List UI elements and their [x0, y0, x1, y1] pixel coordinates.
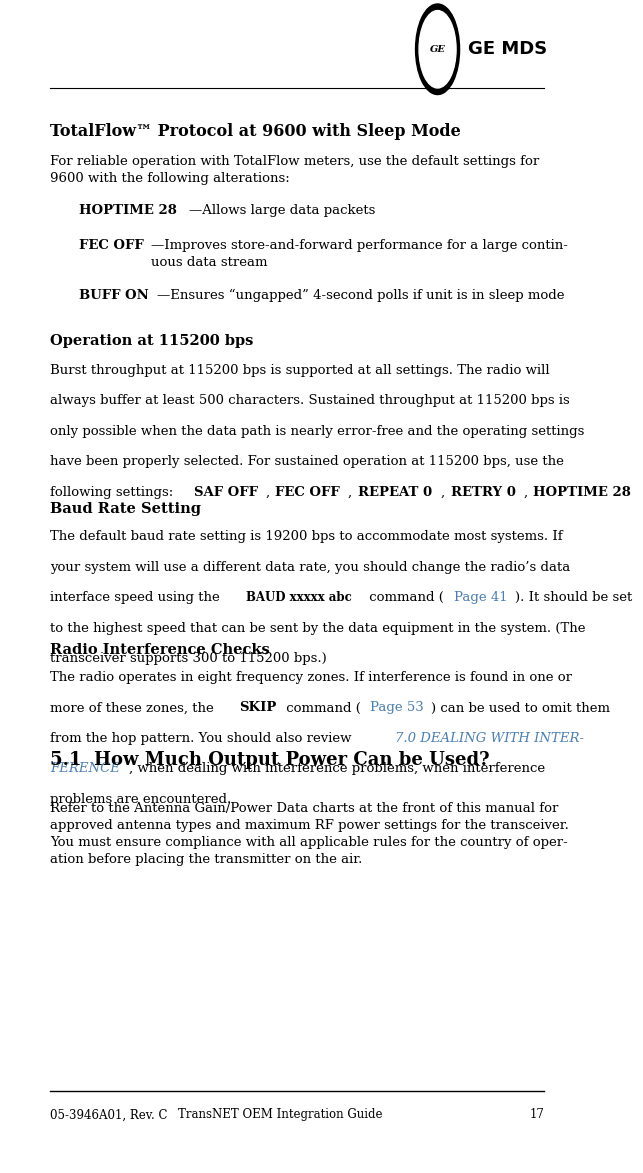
- Text: Radio Interference Checks: Radio Interference Checks: [51, 643, 270, 657]
- Text: 05-3946A01, Rev. C: 05-3946A01, Rev. C: [51, 1108, 168, 1121]
- Text: RETRY 0: RETRY 0: [451, 486, 516, 499]
- Circle shape: [416, 5, 459, 94]
- Text: Refer to the Antenna Gain/Power Data charts at the front of this manual for
appr: Refer to the Antenna Gain/Power Data cha…: [51, 802, 569, 867]
- Text: your system will use a different data rate, you should change the radio’s data: your system will use a different data ra…: [51, 561, 571, 574]
- Text: always buffer at least 500 characters. Sustained throughput at 115200 bps is: always buffer at least 500 characters. S…: [51, 394, 570, 407]
- Text: 5.1  How Much Output Power Can be Used?: 5.1 How Much Output Power Can be Used?: [51, 751, 490, 768]
- Text: more of these zones, the: more of these zones, the: [51, 701, 219, 714]
- Text: Operation at 115200 bps: Operation at 115200 bps: [51, 334, 254, 348]
- Text: interface speed using the: interface speed using the: [51, 591, 224, 604]
- Text: ,: ,: [349, 486, 357, 499]
- Text: command (: command (: [282, 701, 361, 714]
- Text: , when dealing with interference problems, when interference: , when dealing with interference problem…: [129, 762, 545, 775]
- Text: TransNET OEM Integration Guide: TransNET OEM Integration Guide: [178, 1108, 383, 1121]
- Text: ,: ,: [523, 486, 532, 499]
- Text: command (: command (: [365, 591, 444, 604]
- Text: REPEAT 0: REPEAT 0: [358, 486, 432, 499]
- Text: Page 41: Page 41: [454, 591, 508, 604]
- Text: Burst throughput at 115200 bps is supported at all settings. The radio will: Burst throughput at 115200 bps is suppor…: [51, 364, 550, 377]
- Circle shape: [419, 11, 456, 88]
- Text: have been properly selected. For sustained operation at 115200 bps, use the: have been properly selected. For sustain…: [51, 455, 565, 468]
- Text: GE: GE: [430, 45, 446, 54]
- Text: HOPTIME 28: HOPTIME 28: [533, 486, 631, 499]
- Text: ,: ,: [441, 486, 449, 499]
- Text: —Allows large data packets: —Allows large data packets: [188, 204, 375, 217]
- Text: ) can be used to omit them: ) can be used to omit them: [431, 701, 610, 714]
- Text: from the hop pattern. You should also review: from the hop pattern. You should also re…: [51, 732, 356, 745]
- Text: FEC OFF: FEC OFF: [275, 486, 340, 499]
- Text: —Ensures “ungapped” 4-second polls if unit is in sleep mode: —Ensures “ungapped” 4-second polls if un…: [157, 289, 565, 301]
- Text: Baud Rate Setting: Baud Rate Setting: [51, 502, 201, 516]
- Text: SKIP: SKIP: [240, 701, 277, 714]
- Text: BUFF ON: BUFF ON: [78, 289, 149, 301]
- Text: 17: 17: [529, 1108, 544, 1121]
- Text: following settings:: following settings:: [51, 486, 178, 499]
- Text: The default baud rate setting is 19200 bps to accommodate most systems. If: The default baud rate setting is 19200 b…: [51, 530, 563, 543]
- Text: Page 53: Page 53: [370, 701, 424, 714]
- Text: HOPTIME 28: HOPTIME 28: [78, 204, 176, 217]
- Text: FERENCE: FERENCE: [51, 762, 120, 775]
- Text: BAUD xxxxx abc: BAUD xxxxx abc: [246, 591, 352, 604]
- Text: FEC OFF: FEC OFF: [78, 239, 143, 252]
- Text: The radio operates in eight frequency zones. If interference is found in one or: The radio operates in eight frequency zo…: [51, 671, 572, 684]
- Text: SAF OFF: SAF OFF: [194, 486, 258, 499]
- Text: 7.0 DEALING WITH INTER-: 7.0 DEALING WITH INTER-: [395, 732, 584, 745]
- Text: GE MDS: GE MDS: [468, 40, 548, 59]
- Text: For reliable operation with TotalFlow meters, use the default settings for
9600 : For reliable operation with TotalFlow me…: [51, 155, 539, 185]
- Text: problems are encountered.: problems are encountered.: [51, 793, 231, 806]
- Text: —Improves store-and-forward performance for a large contin-
uous data stream: —Improves store-and-forward performance …: [152, 239, 568, 270]
- Text: transceiver supports 300 to 115200 bps.): transceiver supports 300 to 115200 bps.): [51, 652, 327, 665]
- Text: TotalFlow™ Protocol at 9600 with Sleep Mode: TotalFlow™ Protocol at 9600 with Sleep M…: [51, 123, 461, 140]
- Text: ,: ,: [266, 486, 275, 499]
- Text: only possible when the data path is nearly error-free and the operating settings: only possible when the data path is near…: [51, 425, 585, 438]
- Text: ). It should be set: ). It should be set: [514, 591, 632, 604]
- Text: to the highest speed that can be sent by the data equipment in the system. (The: to the highest speed that can be sent by…: [51, 622, 586, 635]
